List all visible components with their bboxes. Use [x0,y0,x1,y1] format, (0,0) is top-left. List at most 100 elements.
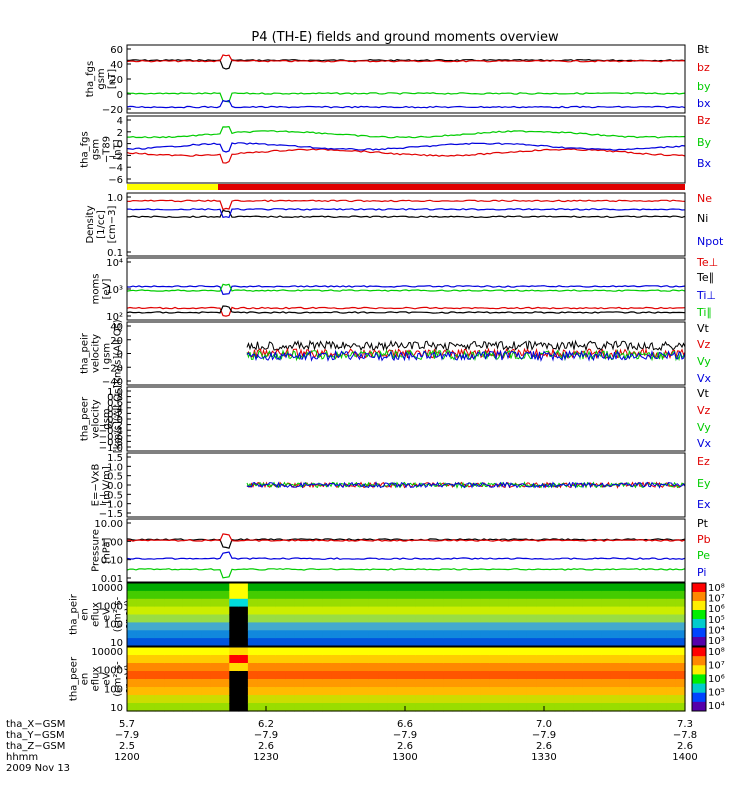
heatmap-cell [582,606,593,616]
heatmap-cell [313,703,323,712]
heatmap-cell [508,663,519,672]
heatmap-cell [536,679,547,688]
heatmap-cell [313,647,323,656]
ytick-label: 4 [117,116,123,127]
heatmap-cell [666,622,677,631]
panel-frame [126,452,686,518]
heatmap-cell [303,598,314,608]
legend-label: Pt [697,517,709,530]
colorbar-segment [692,619,706,629]
heatmap-cell [675,598,686,608]
series-te-line [126,306,686,317]
ytick-label: −1.0 [99,443,123,454]
heatmap-cell [229,703,240,712]
panel-7-ylabel: E=−VxB[mV/m] [91,464,113,507]
heatmap-cell [545,630,556,639]
heatmap-cell [247,703,258,712]
heatmap-cell [647,606,658,616]
heatmap-cell [378,663,388,672]
panel-frame [126,386,686,452]
heatmap-cell [396,638,407,647]
heatmap-cell [582,679,593,688]
xaxis-value: 2.6 [536,741,552,752]
heatmap-cell [433,598,444,608]
colorbar-label: 10⁵ [708,615,725,626]
heatmap-cell [303,638,314,647]
heatmap-cell [387,663,398,672]
heatmap-cell [313,630,323,639]
heatmap-cell [396,679,407,688]
panel-frame [126,192,686,257]
heatmap-cell [461,703,472,712]
heatmap-cell [471,647,481,656]
heatmap-cell [582,638,593,647]
heatmap-cell [173,647,184,656]
heatmap-cell [452,671,463,680]
heatmap-cell [657,647,667,656]
heatmap-cell [536,695,547,704]
heatmap-cell [657,614,667,623]
heatmap-cell [433,687,444,696]
heatmap-cell [145,583,156,592]
heatmap-cell [192,583,202,592]
heatmap-cell [610,590,621,600]
heatmap-cell [638,671,649,680]
heatmap-cell [201,590,212,600]
heatmap-cell [322,638,333,647]
colorbar-segment [692,628,706,638]
heatmap-cell [303,622,314,631]
heatmap-cell [638,606,649,616]
heatmap-cell [303,647,314,656]
heatmap-cell [313,687,323,696]
heatmap-cell [247,606,258,616]
xaxis-value: 1230 [253,752,278,763]
heatmap-cell [145,606,156,616]
series-by-line [126,92,686,103]
heatmap-cell [201,647,212,656]
heatmap-cell [350,663,361,672]
heatmap-cell [210,638,221,647]
heatmap-cell [619,606,630,616]
heatmap-cell [136,703,147,712]
heatmap-cell [489,671,500,680]
heatmap-cell [247,630,258,639]
legend-label: Ex [697,498,711,511]
heatmap-cell [526,671,537,680]
heatmap-cell [424,703,435,712]
panel-frame [126,582,686,647]
heatmap-cell [294,695,305,704]
colorbar-segment [692,647,706,657]
heatmap-cell [145,647,156,656]
heatmap-cell [415,703,426,712]
heatmap-cell [545,671,556,680]
heatmap-cell [406,679,416,688]
heatmap-cell [554,663,565,672]
heatmap-cell [285,679,295,688]
heatmap-cell [666,614,677,623]
heatmap-cell [285,671,295,680]
heatmap-cell [582,647,593,656]
heatmap-cell [666,598,677,608]
heatmap-cell [508,614,519,623]
heatmap-cell [257,622,268,631]
heatmap-cell [480,703,491,712]
heatmap-cell [340,671,351,680]
heatmap-cell [136,671,147,680]
heatmap-cell [387,695,398,704]
heatmap-cell [164,687,175,696]
heatmap-cell [480,598,491,608]
heatmap-cell [545,598,556,608]
heatmap-cell [592,695,602,704]
heatmap-cell [285,695,295,704]
heatmap-cell [154,655,165,664]
heatmap-cell [601,647,612,656]
heatmap-cell [666,671,677,680]
heatmap-cell [675,606,686,616]
heatmap-cell [331,695,342,704]
heatmap-cell [526,590,537,600]
heatmap-cell [331,598,342,608]
heatmap-cell [415,679,426,688]
xaxis-value: −7.9 [532,730,556,741]
heatmap-cell [471,630,481,639]
heatmap-cell [247,695,258,704]
